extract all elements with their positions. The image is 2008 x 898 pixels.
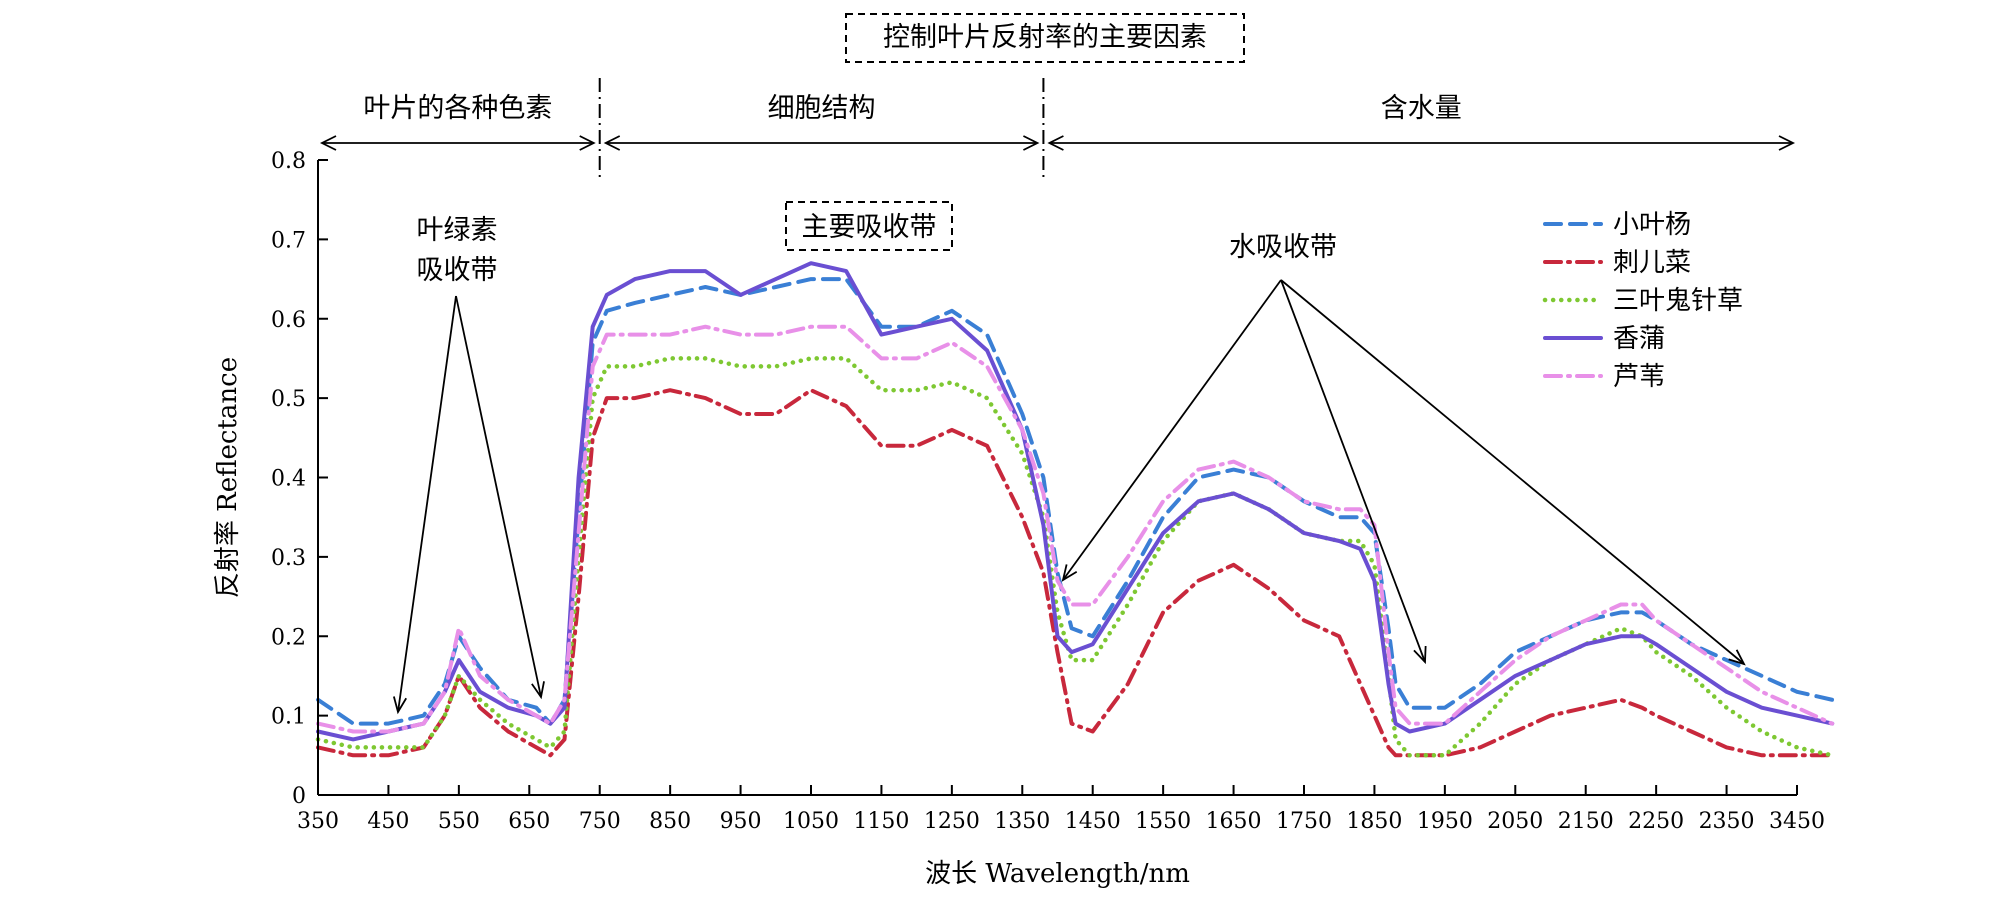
x-ticks: 350 450 550 650 750 850 950 1050 1150 1250 1350 145… — [297, 785, 1825, 834]
y-tick-label: 0.7 — [271, 228, 306, 253]
series-layer — [315, 261, 1835, 758]
arrow-head — [1023, 135, 1040, 151]
y-tick-label: 0.2 — [271, 625, 306, 650]
water-absorption-label: 水吸收带 — [1229, 232, 1337, 263]
x-tick-label: 1350 — [994, 809, 1050, 834]
arrow-head — [579, 135, 596, 151]
x-tick-label: 1150 — [853, 809, 909, 834]
arrow-head — [603, 135, 621, 151]
chlorophyll-label-line2: 吸收带 — [417, 255, 498, 286]
chlorophyll-label-line1: 叶绿素 — [417, 215, 498, 246]
region-label: 细胞结构 — [768, 93, 876, 124]
region-label: 含水量 — [1381, 93, 1462, 124]
y-tick-label: 0.1 — [271, 705, 306, 730]
annotations-layer: 叶绿素 吸收带 主要吸收带 水吸收带 — [392, 201, 1746, 715]
regions-title: 控制叶片反射率的主要因素 — [883, 22, 1207, 53]
annotation-arrow-head — [392, 696, 407, 715]
x-tick-label: 850 — [649, 809, 691, 834]
y-axis-title: 反射率 Reflectance — [213, 357, 243, 598]
y-ticks: 0 0.1 0.2 0.3 0.4 0.5 0.6 0.7 0.8 — [271, 149, 328, 809]
y-tick-label: 0.5 — [271, 387, 306, 412]
axes-layer — [317, 160, 1797, 796]
series-line — [316, 261, 1835, 742]
x-tick-label: 2350 — [1699, 809, 1755, 834]
x-tick-label: 1550 — [1135, 809, 1191, 834]
y-tick-label: 0 — [292, 784, 306, 809]
x-tick-label: 1250 — [924, 809, 980, 834]
y-tick-label: 0.3 — [271, 546, 306, 571]
annotation-arrow — [1280, 279, 1745, 665]
annotation-arrow-head — [1061, 564, 1078, 582]
x-axis-title: 波长 Wavelength/nm — [925, 859, 1190, 889]
series-line — [315, 356, 1835, 758]
x-tick-label: 1850 — [1346, 809, 1402, 834]
annotation-arrow — [1280, 279, 1426, 663]
x-tick-label: 2050 — [1487, 809, 1543, 834]
legend-label: 三叶鬼针草 — [1613, 286, 1743, 316]
x-tick-label: 3450 — [1769, 809, 1825, 834]
x-tick-label: 1650 — [1206, 809, 1262, 834]
x-tick-label: 350 — [297, 809, 339, 834]
x-tick-label: 450 — [367, 809, 409, 834]
x-tick-label: 750 — [579, 809, 621, 834]
series-line — [316, 388, 1835, 758]
legend-label: 芦苇 — [1613, 362, 1665, 392]
arrow-head — [1047, 135, 1064, 151]
x-tick-label: 1750 — [1276, 809, 1332, 834]
regions-title-box — [845, 13, 1245, 63]
arrow-head — [319, 135, 337, 151]
x-tick-label: 1450 — [1065, 809, 1121, 834]
y-tick-label: 0.8 — [271, 149, 306, 174]
legend-label: 刺儿菜 — [1613, 248, 1691, 278]
arrow-head — [1778, 135, 1796, 151]
annotation-arrow — [397, 295, 457, 713]
annotation-arrow — [455, 295, 542, 698]
y-tick-label: 0.4 — [271, 467, 306, 492]
x-tick-label: 2250 — [1628, 809, 1684, 834]
series-line — [316, 324, 1835, 734]
x-tick-label: 1050 — [783, 809, 839, 834]
x-tick-label: 2150 — [1558, 809, 1614, 834]
series-line — [316, 277, 1835, 726]
x-tick-label: 650 — [508, 809, 550, 834]
y-tick-label: 0.6 — [271, 308, 306, 333]
annotation-arrow — [1062, 279, 1282, 581]
regions-layer: 控制叶片反射率的主要因素 叶片的各种色素 细胞结构 含水量 — [319, 13, 1796, 180]
x-tick-label: 550 — [438, 809, 480, 834]
region-label: 叶片的各种色素 — [363, 93, 552, 124]
legend-label: 小叶杨 — [1613, 210, 1691, 240]
annotation-arrow-head — [1413, 645, 1427, 665]
annotation-arrow-head — [531, 681, 545, 700]
x-tick-label: 1950 — [1417, 809, 1473, 834]
x-tick-label: 950 — [720, 809, 762, 834]
annotation-arrow-head — [1728, 649, 1746, 666]
legend-label: 香蒲 — [1613, 324, 1665, 354]
main-absorption-label: 主要吸收带 — [802, 212, 937, 243]
